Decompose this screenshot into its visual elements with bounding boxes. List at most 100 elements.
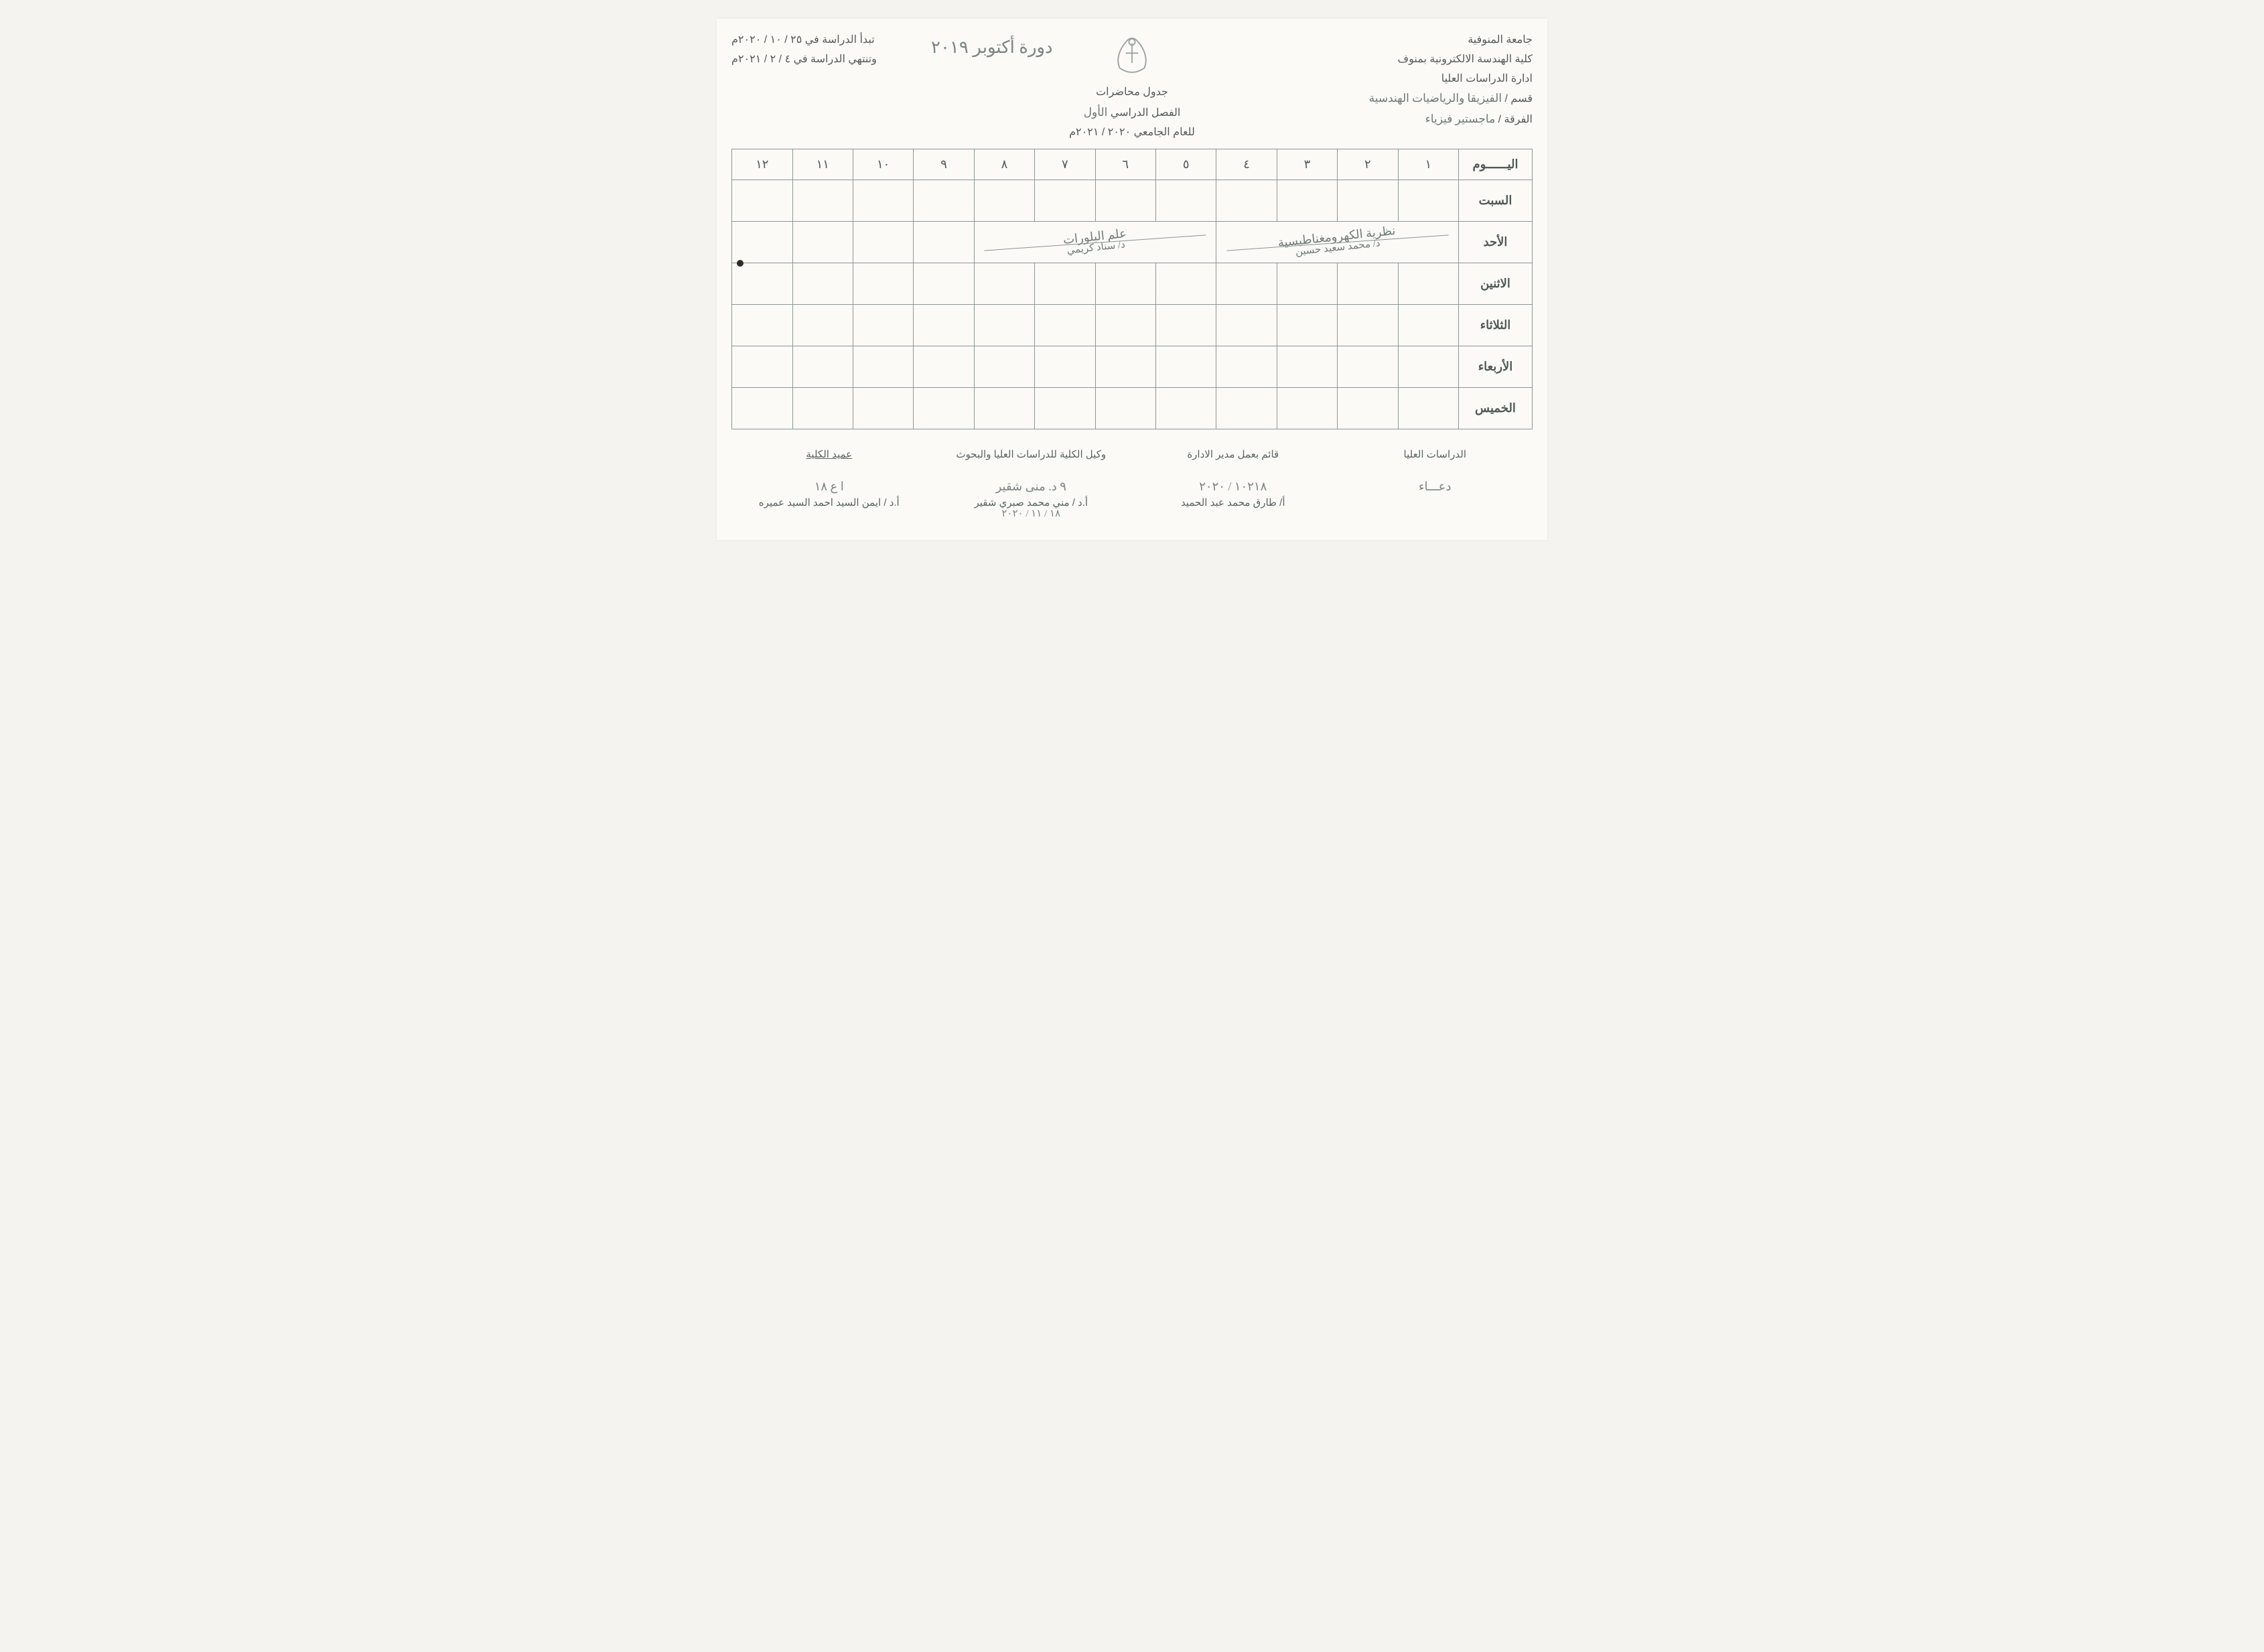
cell xyxy=(1338,305,1398,346)
cell xyxy=(1155,346,1216,388)
cell xyxy=(1398,263,1458,305)
period-7: ٧ xyxy=(1035,149,1095,180)
signatures-row: الدراسات العليا دعـــاء قائم بعمل مدير ا… xyxy=(731,448,1533,519)
cell xyxy=(853,180,913,222)
header-block: جامعة المنوفية كلية الهندسة الالكترونية … xyxy=(731,31,1533,142)
sig-col-3: وكيل الكلية للدراسات العليا والبحوث ٩ د.… xyxy=(934,448,1129,519)
day-sun: الأحد xyxy=(1459,222,1533,263)
cell xyxy=(1035,305,1095,346)
cell xyxy=(914,180,974,222)
day-header: اليــــــوم xyxy=(1459,149,1533,180)
sig-role: عميد الكلية xyxy=(731,448,927,460)
cell xyxy=(1095,263,1155,305)
cell xyxy=(732,222,793,263)
faculty-name: كلية الهندسة الالكترونية بمنوف xyxy=(1269,50,1533,70)
year-line: الفرقة / ماجستير فيزياء xyxy=(1269,109,1533,130)
session-title: دورة أكتوبر ٢٠١٩ xyxy=(931,38,1053,58)
sig-scribble: ٩ د. منى شقير xyxy=(934,480,1129,494)
cell xyxy=(1277,180,1337,222)
header-row: اليــــــوم ١ ٢ ٣ ٤ ٥ ٦ ٧ ٨ ٩ ١٠ ١١ ١٢ xyxy=(732,149,1533,180)
sig-scribble: دعـــاء xyxy=(1338,480,1533,494)
cell xyxy=(853,388,913,429)
cell xyxy=(1277,263,1337,305)
day-tue: الثلاثاء xyxy=(1459,305,1533,346)
university-name: جامعة المنوفية xyxy=(1269,31,1533,50)
day-sat: السبت xyxy=(1459,180,1533,222)
cell xyxy=(974,346,1034,388)
cell xyxy=(1155,263,1216,305)
schedule-table: اليــــــوم ١ ٢ ٣ ٤ ٥ ٦ ٧ ٨ ٩ ١٠ ١١ ١٢ ا… xyxy=(731,149,1533,429)
cell xyxy=(1095,388,1155,429)
cell xyxy=(1095,346,1155,388)
row-sun: الأحد نظرية الكهرومغناطيسية د/ محمد سعيد… xyxy=(732,222,1533,263)
row-sat: السبت xyxy=(732,180,1533,222)
cell xyxy=(1035,263,1095,305)
sig-role: الدراسات العليا xyxy=(1338,448,1533,460)
sig-col-2: قائم بعمل مدير الادارة ١٠٢١٨ / ٢٠٢٠ أ/ ط… xyxy=(1135,448,1331,519)
cell xyxy=(974,305,1034,346)
sig-name: أ.د / ايمن السيد احمد السيد عميره xyxy=(731,496,927,508)
cell xyxy=(732,346,793,388)
cell xyxy=(853,305,913,346)
period-6: ٦ xyxy=(1095,149,1155,180)
department-line: قسم / الفيزيقا والرياضيات الهندسية xyxy=(1269,88,1533,109)
cell xyxy=(792,346,853,388)
cell xyxy=(792,222,853,263)
cell xyxy=(974,263,1034,305)
period-11: ١١ xyxy=(792,149,853,180)
cell xyxy=(1277,388,1337,429)
cell xyxy=(914,305,974,346)
cell xyxy=(974,388,1034,429)
cell xyxy=(792,388,853,429)
sig-name: أ.د / مني محمد صبري شقير xyxy=(934,496,1129,508)
cell xyxy=(1398,305,1458,346)
cell xyxy=(1095,180,1155,222)
cell xyxy=(1155,305,1216,346)
period-2: ٢ xyxy=(1338,149,1398,180)
department-label: قسم / xyxy=(1505,93,1533,105)
row-thu: الخميس xyxy=(732,388,1533,429)
sun-course-1: نظرية الكهرومغناطيسية د/ محمد سعيد حسين xyxy=(1216,222,1459,263)
cell xyxy=(1277,305,1337,346)
semester-value: الأول xyxy=(1084,106,1108,119)
cell xyxy=(914,388,974,429)
day-mon: الاثنين xyxy=(1459,263,1533,305)
page: دورة أكتوبر ٢٠١٩ جامعة المنوفية كلية اله… xyxy=(717,19,1547,540)
cell xyxy=(1035,346,1095,388)
course-title: علم البلورات xyxy=(1062,228,1127,247)
cell xyxy=(1095,305,1155,346)
cell xyxy=(732,180,793,222)
sig-col-1: الدراسات العليا دعـــاء xyxy=(1338,448,1533,519)
cell xyxy=(1155,180,1216,222)
academic-year: للعام الجامعي ٢٠٢٠ / ٢٠٢١م xyxy=(1000,123,1263,143)
cell xyxy=(732,305,793,346)
row-tue: الثلاثاء xyxy=(732,305,1533,346)
row-wed: الأربعاء xyxy=(732,346,1533,388)
header-right: جامعة المنوفية كلية الهندسة الالكترونية … xyxy=(1269,31,1533,130)
department-value: الفيزيقا والرياضيات الهندسية xyxy=(1369,92,1502,105)
sig-col-4: عميد الكلية ا ع ١٨ أ.د / ايمن السيد احمد… xyxy=(731,448,927,519)
year-value: ماجستير فيزياء xyxy=(1425,113,1495,125)
cell xyxy=(792,305,853,346)
period-10: ١٠ xyxy=(853,149,913,180)
cell xyxy=(1216,180,1277,222)
cell xyxy=(914,222,974,263)
cell xyxy=(1035,388,1095,429)
cell xyxy=(1338,346,1398,388)
period-12: ١٢ xyxy=(732,149,793,180)
sun-course-2: علم البلورات د/ سناد كريمي xyxy=(974,222,1216,263)
cell xyxy=(853,222,913,263)
scan-artifact-dot xyxy=(737,260,744,267)
cell xyxy=(792,263,853,305)
sig-role: وكيل الكلية للدراسات العليا والبحوث xyxy=(934,448,1129,460)
cell xyxy=(1338,263,1398,305)
sig-scribble: ا ع ١٨ xyxy=(731,480,927,494)
period-4: ٤ xyxy=(1216,149,1277,180)
cell xyxy=(1338,180,1398,222)
period-5: ٥ xyxy=(1155,149,1216,180)
day-thu: الخميس xyxy=(1459,388,1533,429)
period-9: ٩ xyxy=(914,149,974,180)
cell xyxy=(914,346,974,388)
sig-name: أ/ طارق محمد عبد الحميد xyxy=(1135,496,1331,508)
cell xyxy=(1216,346,1277,388)
